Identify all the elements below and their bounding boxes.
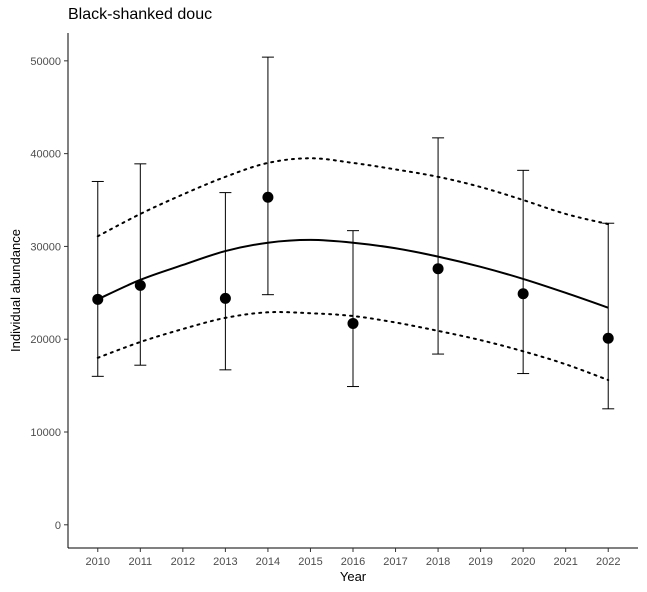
upper-bound-curve [96,157,610,238]
x-tick-label: 2014 [256,556,280,568]
y-tick-label: 30000 [30,241,61,253]
axes: 2010 2011 2012 2013 2014 2015 2016 2017 2018 2019… [30,33,638,568]
chart-title: Black-shanked douc [68,6,213,23]
x-tick-label: 2017 [383,556,407,568]
x-axis-title: Year [340,569,367,584]
data-point [92,293,104,305]
error-bars [91,56,615,410]
data-point [134,279,146,291]
y-tick-label: 10000 [30,427,61,439]
x-tick-label: 2021 [553,556,577,568]
x-tick-label: 2013 [213,556,237,568]
y-tick-label: 0 [55,520,61,532]
x-tick-label: 2016 [341,556,365,568]
data-point [262,191,274,203]
y-axis-title: Individual abundance [8,229,23,352]
x-tick-label: 2019 [468,556,492,568]
data-point [219,292,231,304]
y-tick-label: 20000 [30,334,61,346]
x-tick-label: 2011 [128,556,152,568]
y-tick-label: 40000 [30,149,61,161]
x-tick-label: 2018 [426,556,450,568]
x-tick-label: 2022 [596,556,620,568]
y-tick-label: 50000 [30,56,61,68]
x-tick-label: 2020 [511,556,535,568]
data-point [432,263,444,275]
data-point [517,288,529,300]
x-tick-label: 2012 [171,556,195,568]
x-tick-label: 2010 [86,556,110,568]
data-point [347,317,359,329]
data-points [92,191,614,344]
x-tick-label: 2015 [298,556,322,568]
data-point [602,332,614,344]
